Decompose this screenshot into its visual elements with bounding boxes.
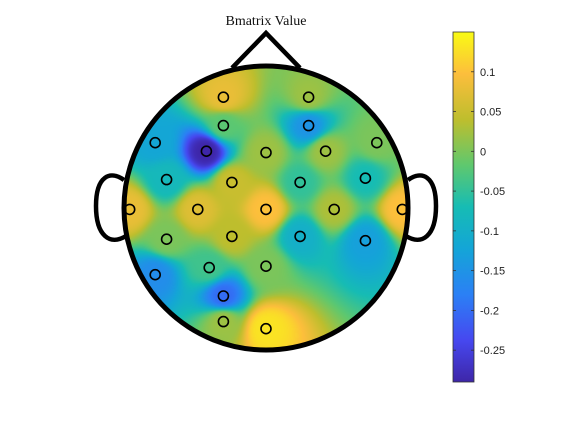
colorbar-tick-label: 0.05 xyxy=(480,107,501,119)
electrode-marker xyxy=(302,119,315,132)
nose xyxy=(230,29,302,70)
left-ear xyxy=(93,173,128,242)
colorbar-tick-label: -0.2 xyxy=(480,305,499,317)
colorbar-tick-label: -0.05 xyxy=(480,186,505,198)
electrode-marker xyxy=(294,176,306,189)
colorbar-tick-label: 0 xyxy=(480,146,486,158)
electrode-marker xyxy=(160,233,173,245)
head-outline xyxy=(121,63,411,353)
colorbar-tick-label: -0.15 xyxy=(480,266,505,278)
electrode-markers xyxy=(123,91,409,335)
electrode-marker xyxy=(200,145,213,157)
right-ear xyxy=(404,173,439,242)
electrode-marker xyxy=(192,203,204,216)
colorbar-tick-label: -0.1 xyxy=(480,226,499,238)
electrode-marker xyxy=(294,230,306,243)
electrode-marker xyxy=(260,203,272,216)
colorbar xyxy=(452,31,475,383)
electrode-marker xyxy=(203,261,215,274)
electrode-marker xyxy=(319,145,332,157)
electrode-marker xyxy=(160,173,173,186)
colorbar-tick-label: -0.25 xyxy=(480,345,505,357)
colorbar-ticks: 0.1 0.05 0 -0.05 -0.1 -0.15 -0.2 -0.25 xyxy=(453,67,505,357)
electrode-marker xyxy=(217,290,230,302)
electrode-marker xyxy=(217,91,230,103)
scalp-heatmap xyxy=(124,66,408,350)
electrode-marker xyxy=(226,176,238,189)
electrode-marker xyxy=(260,146,272,159)
electrode-marker xyxy=(226,230,238,243)
electrode-marker xyxy=(217,315,230,328)
electrode-marker xyxy=(359,172,372,184)
chart-title: Bmatrix Value xyxy=(225,14,306,29)
electrode-marker xyxy=(260,322,272,335)
electrode-marker xyxy=(217,119,230,132)
electrode-marker xyxy=(302,91,315,103)
electrode-marker xyxy=(370,136,383,149)
electrode-marker xyxy=(123,203,136,216)
electrode-marker xyxy=(328,203,341,216)
electrode-marker xyxy=(359,234,372,247)
electrode-marker xyxy=(396,203,409,216)
electrode-marker xyxy=(260,260,272,273)
electrode-marker xyxy=(149,136,161,149)
colorbar-tick-label: 0.1 xyxy=(480,67,495,79)
electrode-marker xyxy=(149,268,161,281)
